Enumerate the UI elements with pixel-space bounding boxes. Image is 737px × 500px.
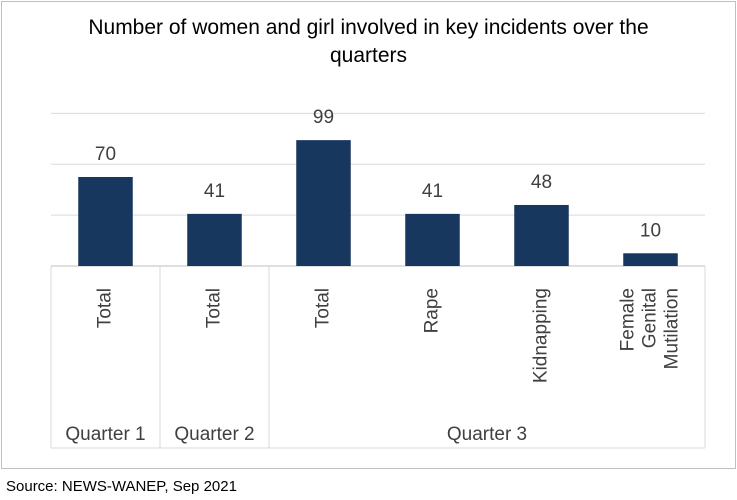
bar [78,177,133,266]
value-label: 48 [531,172,552,193]
bar [514,204,569,266]
bar [623,253,678,266]
group-label: Quarter 3 [447,424,527,445]
chart-frame [1,1,736,469]
chart: 70 Total Quarter 1 41 Total Quarter 2 99 Total 4… [50,107,706,449]
chart-title: Number of women and girl involved in key… [88,16,649,67]
value-label: 41 [204,181,225,202]
bar [296,140,351,266]
value-label: 70 [95,144,116,165]
category-label-line: Female [618,288,639,351]
group-label: Quarter 1 [65,424,145,445]
group-label: Quarter 2 [174,424,254,445]
value-label: 41 [422,181,443,202]
category-label: FemaleGenitalMutilation [618,288,683,369]
category-label: Total [95,288,116,328]
bar [405,213,460,266]
source-note: Source: NEWS-WANEP, Sep 2021 [6,478,237,495]
category-label: Total [313,288,334,328]
category-label: Total [204,288,225,328]
category-label: Rape [422,288,443,333]
category-label-line: Mutilation [662,288,683,369]
category-label: Kidnapping [531,288,552,383]
bar [187,213,242,266]
value-label: 99 [313,107,334,128]
category-label-line: Genital [640,288,661,348]
value-label: 10 [640,220,661,241]
